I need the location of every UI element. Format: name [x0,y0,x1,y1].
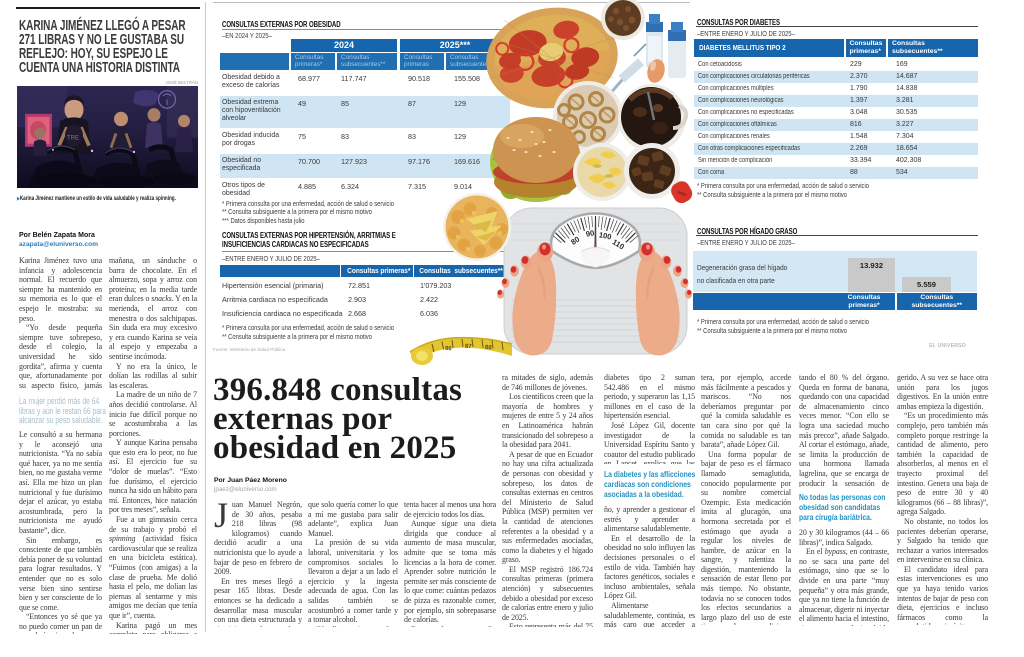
svg-text:87: 87 [465,344,473,350]
svg-text:100: 100 [598,230,612,241]
svg-text:86: 86 [445,346,453,353]
svg-text:80: 80 [569,235,581,247]
svg-text:TRE: TRE [67,135,79,142]
svg-text:88: 88 [485,345,493,352]
svg-text:90: 90 [585,228,595,238]
